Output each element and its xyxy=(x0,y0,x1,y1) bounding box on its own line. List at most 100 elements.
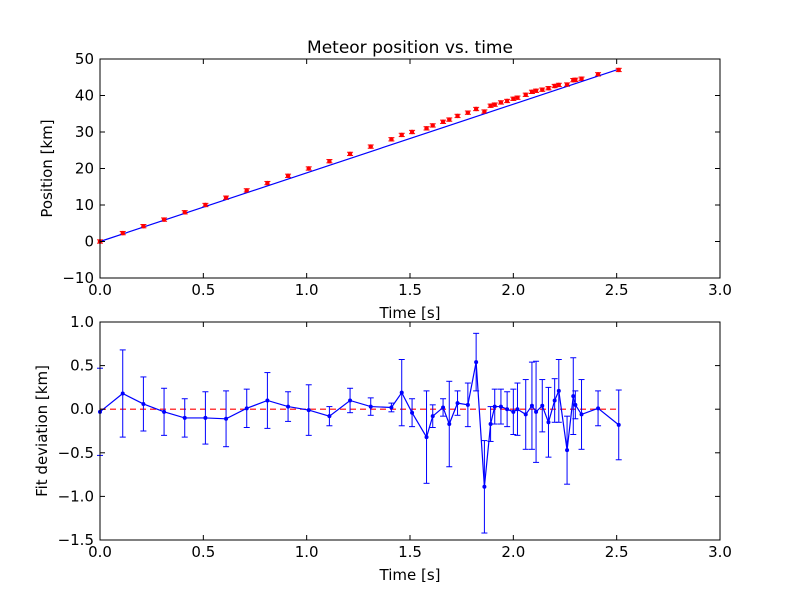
position-data-point xyxy=(141,223,146,229)
deviation-data-point xyxy=(120,391,125,396)
position-y-tick-label: 10 xyxy=(75,196,94,214)
deviation-data-point xyxy=(546,420,551,425)
deviation-y-tick-label: −0.5 xyxy=(58,444,94,462)
deviation-data-point xyxy=(482,484,487,489)
deviation-x-axis-label: Time [s] xyxy=(379,566,441,584)
position-data-point xyxy=(203,202,208,208)
position-data-point xyxy=(244,188,249,193)
position-data-point xyxy=(564,82,570,87)
deviation-data-point xyxy=(474,360,479,365)
position-data-point xyxy=(616,67,621,73)
deviation-data-point xyxy=(540,403,545,408)
deviation-data-point xyxy=(265,398,270,403)
deviation-chart: 0.0 0.5 1.0 1.5 2.0 2.5 3.0 −1.5 −1.0 −0.5 0.0 0.5 1… xyxy=(33,313,732,584)
deviation-x-tick-label: 2.5 xyxy=(605,543,629,561)
position-x-axis-label: Time [s] xyxy=(379,304,441,322)
position-chart: Meteor position vs. time 0.0 0.5 1.0 1.5 2.0… xyxy=(38,38,732,322)
deviation-x-tick-label: 1.0 xyxy=(295,543,319,561)
position-x-tick-label: 3.0 xyxy=(708,281,732,299)
deviation-data-point xyxy=(616,422,621,427)
deviation-data-point xyxy=(511,409,516,414)
position-data-point xyxy=(265,180,270,186)
chart-title: Meteor position vs. time xyxy=(307,38,513,58)
deviation-data-point xyxy=(556,388,561,393)
position-data-point xyxy=(368,144,373,149)
deviation-data-point xyxy=(465,402,470,407)
position-data-point xyxy=(498,100,504,105)
deviation-x-tick-label: 3.0 xyxy=(708,543,732,561)
position-y-tick-label: −10 xyxy=(62,269,94,287)
deviation-data-point xyxy=(410,410,415,415)
position-data-point xyxy=(473,106,479,112)
deviation-data-point xyxy=(523,412,528,417)
position-data-point xyxy=(511,96,516,101)
deviation-x-tick-label: 0.0 xyxy=(88,543,112,561)
deviation-data-point xyxy=(141,401,146,406)
position-data-point xyxy=(347,151,353,157)
position-data-point xyxy=(285,173,291,178)
deviation-data-point xyxy=(327,414,332,419)
position-data-point xyxy=(552,83,557,89)
position-data-point xyxy=(440,119,446,124)
deviation-data-point xyxy=(455,401,460,406)
position-data-point xyxy=(595,72,601,77)
deviation-y-tick-label: −1.5 xyxy=(58,531,94,549)
deviation-data-point xyxy=(488,422,493,427)
deviation-y-tick-label: 0.0 xyxy=(70,400,94,418)
position-data-point xyxy=(389,137,394,142)
position-data-point xyxy=(556,82,561,88)
position-data-point xyxy=(120,230,125,236)
deviation-data-point xyxy=(565,448,570,453)
position-data-point xyxy=(223,195,229,200)
position-data-point xyxy=(546,86,551,91)
deviation-data-point xyxy=(389,405,394,410)
position-data-point xyxy=(533,88,539,93)
position-data-point xyxy=(504,98,510,104)
position-data-point xyxy=(447,117,452,122)
deviation-data-point xyxy=(348,398,353,403)
deviation-x-tick-label: 2.0 xyxy=(501,543,525,561)
deviation-data-point xyxy=(368,404,373,409)
position-x-tick-label: 2.0 xyxy=(501,281,525,299)
deviation-data-point xyxy=(430,414,435,419)
deviation-data-point xyxy=(441,405,446,410)
position-data-point xyxy=(540,87,545,92)
position-y-tick-label: 30 xyxy=(75,123,94,141)
deviation-data-point xyxy=(306,408,311,413)
position-data-point xyxy=(482,109,487,114)
deviation-data-point xyxy=(492,404,497,409)
deviation-data-point xyxy=(534,409,539,414)
deviation-data-layer xyxy=(97,332,622,534)
deviation-data-point xyxy=(162,409,167,414)
position-y-tick-label: 50 xyxy=(75,50,94,68)
position-data-point xyxy=(430,123,435,128)
position-data-layer xyxy=(97,67,622,244)
deviation-data-point xyxy=(244,406,249,411)
position-x-tick-label: 0.5 xyxy=(191,281,215,299)
deviation-data-point xyxy=(224,416,229,421)
deviation-data-point xyxy=(552,398,557,403)
deviation-data-point xyxy=(571,394,576,399)
position-data-point xyxy=(523,92,528,97)
position-x-tick-label: 0.0 xyxy=(88,281,112,299)
deviation-line xyxy=(99,361,620,487)
deviation-data-point xyxy=(515,407,520,412)
position-data-point xyxy=(161,217,167,222)
deviation-data-point xyxy=(498,404,503,409)
position-data-point xyxy=(306,166,311,171)
deviation-data-point xyxy=(286,404,291,409)
deviation-data-point xyxy=(505,407,510,412)
deviation-data-point xyxy=(447,422,452,427)
deviation-data-point xyxy=(596,406,601,411)
deviation-data-point xyxy=(424,435,429,440)
position-x-tick-label: 1.5 xyxy=(398,281,422,299)
position-data-point xyxy=(573,77,578,83)
deviation-x-tick-label: 1.5 xyxy=(398,543,422,561)
position-x-tick-label: 2.5 xyxy=(605,281,629,299)
position-y-axis-label: Position [km] xyxy=(38,119,56,217)
position-data-point xyxy=(409,129,415,135)
position-y-tick-label: 0 xyxy=(84,233,94,251)
deviation-y-tick-label: 0.5 xyxy=(70,357,94,375)
deviation-data-point xyxy=(573,402,578,407)
